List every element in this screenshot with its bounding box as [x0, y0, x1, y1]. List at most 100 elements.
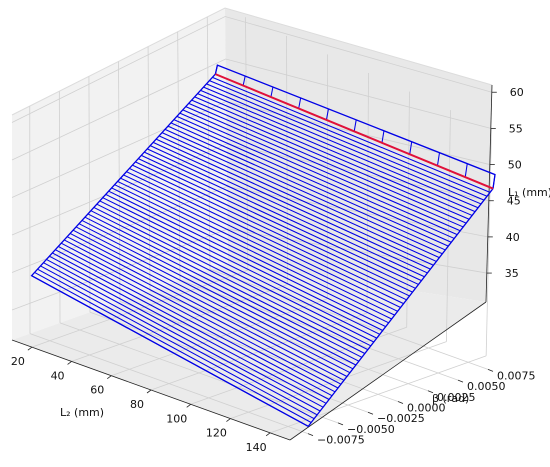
mesh-line — [188, 102, 467, 224]
z-tick-label: 50 — [508, 159, 522, 172]
grid-line-wall-y — [177, 31, 181, 281]
x-tick-label: 80 — [130, 398, 144, 411]
pane-edge — [11, 7, 493, 116]
grid-line-wall-y — [118, 61, 121, 302]
mesh-line — [105, 193, 383, 331]
x-tick-mark — [265, 432, 271, 437]
mesh-line — [200, 89, 479, 209]
mesh-line — [63, 239, 342, 385]
mesh-line — [191, 99, 470, 220]
grid-line-z — [11, 143, 489, 236]
mesh-line — [99, 200, 377, 339]
mesh-line — [152, 141, 431, 270]
y-tick-label: −0.0075 — [317, 434, 365, 447]
mesh-line — [49, 255, 327, 404]
mesh-line — [179, 112, 458, 236]
mesh-line — [170, 122, 449, 247]
x-tick-mark — [27, 346, 33, 351]
grid-line-wall-x — [366, 72, 369, 314]
y-ticks: −0.0075−0.0050−0.00250.00000.00250.00500… — [307, 369, 536, 447]
z-tick-label: 45 — [507, 195, 521, 208]
mesh-line-top — [242, 75, 246, 86]
mesh-line — [123, 174, 401, 308]
z-ticks: 35 40 45 50 55 60 — [486, 86, 524, 280]
mesh-line — [108, 190, 386, 328]
mesh-line-top — [298, 97, 302, 109]
x-ticks: 20 40 60 80 100 120 140 — [11, 346, 271, 454]
mesh-line — [146, 148, 425, 278]
mesh-line — [167, 125, 446, 251]
mesh-line-top — [381, 130, 385, 143]
y-tick-label: 0.0075 — [497, 369, 536, 382]
mesh-line-top — [436, 152, 440, 166]
y-tick-label: 0.0000 — [407, 402, 446, 415]
grid-line-wall-x — [406, 91, 410, 328]
mesh-line — [135, 161, 413, 293]
mesh-line — [84, 216, 363, 358]
grid-line-wall-y — [206, 16, 211, 270]
mesh-line — [81, 219, 360, 362]
x-tick-mark — [226, 418, 231, 422]
mesh-line — [55, 249, 333, 397]
y-tick-mark — [367, 411, 374, 415]
mesh-line — [120, 177, 398, 312]
x-tick-label: 40 — [51, 369, 65, 382]
mesh-line-top — [270, 86, 274, 98]
mesh-line — [52, 252, 330, 400]
grid-line-wall-x — [485, 128, 492, 356]
mesh-line — [78, 223, 357, 366]
mesh-line — [158, 135, 437, 262]
z-tick-label: 60 — [510, 86, 524, 99]
mesh-line — [155, 138, 434, 266]
y-tick-mark — [427, 390, 434, 394]
pane-back-right — [225, 8, 492, 302]
x-tick-mark — [67, 361, 72, 365]
y-axis-line — [289, 301, 487, 441]
mesh-line-top — [325, 108, 329, 120]
mesh-line — [209, 80, 488, 197]
mesh-line — [117, 180, 395, 316]
y-axis-label: β (rad) — [432, 392, 469, 405]
mesh-line-top — [492, 174, 496, 189]
mesh-line — [69, 232, 348, 377]
mesh-line — [61, 242, 339, 389]
mesh-line — [34, 272, 312, 423]
mesh-line — [129, 167, 407, 301]
mesh-line — [43, 262, 321, 412]
grid-line-wall-y — [58, 91, 61, 323]
mesh-line — [90, 210, 369, 351]
mesh-line — [114, 184, 392, 320]
mesh-line — [149, 145, 428, 274]
grid-line-z — [11, 228, 487, 311]
mesh-line — [197, 93, 476, 213]
mesh-line — [194, 96, 473, 216]
mesh-line — [96, 203, 375, 343]
z-tick-label: 40 — [506, 231, 520, 244]
mesh-line — [75, 226, 354, 370]
y-tick-mark — [457, 379, 464, 383]
mesh-line — [132, 164, 410, 297]
x-tick-label: 60 — [90, 384, 104, 397]
mesh-line — [185, 106, 464, 228]
z-tick-label: 55 — [509, 122, 523, 135]
mesh-line — [173, 119, 452, 243]
mesh-line — [212, 76, 491, 193]
surface-edge — [30, 73, 494, 428]
y-tick-label: 0.0025 — [437, 391, 476, 404]
mesh-line — [141, 154, 419, 285]
x-axis-label: L₂ (mm) — [60, 406, 104, 419]
mesh-line-top — [464, 163, 468, 178]
mesh-line — [46, 258, 324, 408]
x-tick-label: 100 — [166, 412, 187, 425]
mesh-line — [126, 171, 404, 305]
x-tick-label: 120 — [206, 427, 227, 440]
grid-line-floor-y — [29, 333, 309, 434]
mesh-line — [138, 158, 416, 289]
grid-line-z — [11, 16, 492, 123]
mesh-line — [111, 187, 389, 324]
x-tick-mark — [186, 403, 191, 408]
mesh-line — [40, 265, 318, 416]
mesh-line — [37, 268, 315, 420]
mesh-line-top — [214, 65, 218, 75]
mesh-line — [72, 229, 351, 374]
